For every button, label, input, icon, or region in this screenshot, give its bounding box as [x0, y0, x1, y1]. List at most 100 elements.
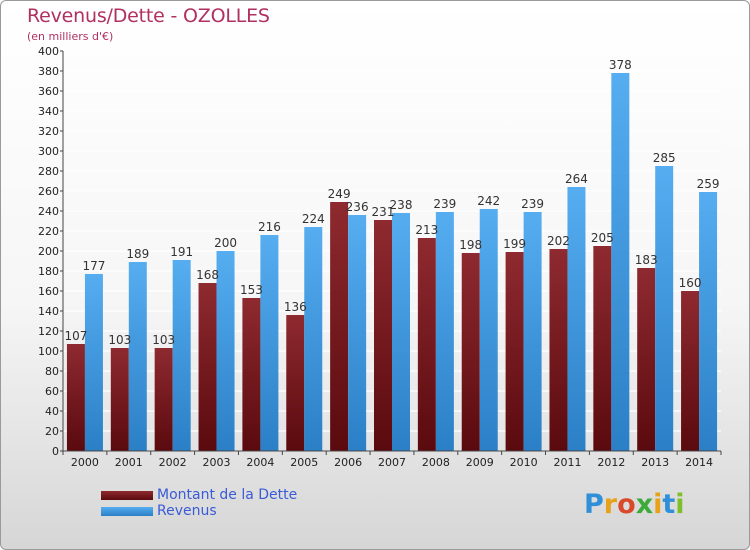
x-tick-label-2009: 2009: [466, 456, 494, 469]
data-label-revenus-2006: 236: [346, 200, 369, 214]
bar-revenus-2009: [479, 209, 498, 451]
bar-revenus-2003: [216, 251, 235, 451]
y-tick-label: 180: [38, 265, 59, 278]
data-label-dette-2000: 107: [64, 329, 87, 343]
bar-dette-2009: [461, 253, 480, 451]
bar-revenus-2002: [172, 260, 191, 451]
y-tick-label: 280: [38, 165, 59, 178]
data-label-revenus-2007: 238: [390, 198, 413, 212]
y-tick-label: 40: [45, 405, 59, 418]
y-tick-label: 80: [45, 365, 59, 378]
data-label-revenus-2000: 177: [82, 259, 105, 273]
y-tick-label: 300: [38, 145, 59, 158]
y-tick-label: 0: [52, 445, 59, 458]
legend-swatch-dette: [101, 490, 153, 500]
data-label-revenus-2012: 378: [609, 58, 632, 72]
logo-letter: t: [662, 489, 676, 520]
bar-dette-2008: [417, 238, 436, 451]
bar-dette-2007: [374, 220, 392, 451]
data-label-revenus-2009: 242: [477, 194, 500, 208]
bar-dette-2014: [681, 291, 700, 451]
bar-revenus-2001: [128, 262, 147, 451]
y-tick-label: 160: [38, 285, 59, 298]
bar-revenus-2006: [348, 215, 367, 451]
bar-dette-2000: [66, 344, 85, 451]
y-tick-label: 400: [38, 45, 59, 58]
x-tick-label-2001: 2001: [115, 456, 143, 469]
y-tick-label: 220: [38, 225, 59, 238]
legend-item-dette: Montant de la Dette: [101, 487, 297, 503]
y-tick-label: 380: [38, 65, 59, 78]
bar-revenus-2014: [699, 192, 718, 451]
bar-revenus-2011: [567, 187, 586, 451]
data-label-dette-2009: 198: [459, 238, 482, 252]
x-tick-label-2011: 2011: [553, 456, 581, 469]
data-label-dette-2001: 103: [108, 333, 131, 347]
data-label-revenus-2003: 200: [214, 236, 237, 250]
chart-title: Revenus/Dette - OZOLLES: [27, 5, 270, 27]
data-label-dette-2006: 249: [328, 187, 351, 201]
logo-letter: i: [675, 489, 685, 520]
data-label-dette-2008: 213: [415, 223, 438, 237]
data-label-dette-2011: 202: [547, 234, 570, 248]
y-tick-label: 200: [38, 245, 59, 258]
bar-revenus-2012: [611, 73, 630, 451]
x-tick-label-2010: 2010: [510, 456, 538, 469]
data-label-revenus-2011: 264: [565, 172, 588, 186]
y-tick-label: 120: [38, 325, 59, 338]
legend-item-revenus: Revenus: [101, 503, 297, 519]
proxiti-logo: Proxiti: [584, 489, 685, 520]
logo-letter: P: [584, 489, 604, 520]
bar-dette-2013: [637, 268, 656, 451]
data-label-dette-2005: 136: [284, 300, 307, 314]
bar-revenus-2007: [392, 213, 410, 451]
x-tick-label-2008: 2008: [422, 456, 450, 469]
data-label-dette-2012: 205: [591, 231, 614, 245]
data-label-revenus-2002: 191: [170, 245, 193, 259]
x-tick-label-2003: 2003: [203, 456, 231, 469]
logo-letter: i: [653, 489, 663, 520]
bar-dette-2002: [154, 348, 173, 451]
x-tick-label-2012: 2012: [597, 456, 625, 469]
bar-dette-2003: [198, 283, 217, 451]
data-label-dette-2010: 199: [503, 237, 526, 251]
y-tick-label: 320: [38, 125, 59, 138]
logo-letter: r: [603, 489, 618, 520]
data-label-revenus-2005: 224: [302, 212, 325, 226]
chart-subtitle: (en milliers d'€): [27, 30, 114, 43]
bar-dette-2005: [286, 315, 305, 451]
x-tick-label-2005: 2005: [290, 456, 318, 469]
bar-dette-2010: [505, 252, 524, 451]
bar-dette-2004: [242, 298, 261, 451]
bar-dette-2001: [110, 348, 129, 451]
data-label-revenus-2008: 239: [433, 197, 456, 211]
y-tick-label: 240: [38, 205, 59, 218]
logo-letter: o: [617, 489, 636, 520]
bar-dette-2012: [593, 246, 612, 451]
bar-revenus-2010: [523, 212, 542, 451]
bar-dette-2011: [549, 249, 568, 451]
data-label-dette-2014: 160: [679, 276, 702, 290]
y-tick-label: 20: [45, 425, 59, 438]
y-tick-label: 360: [38, 85, 59, 98]
logo-letter: x: [635, 489, 654, 520]
data-label-revenus-2010: 239: [521, 197, 544, 211]
legend: Montant de la Dette Revenus: [101, 487, 297, 519]
x-tick-label-2007: 2007: [378, 456, 406, 469]
x-tick-label-2000: 2000: [71, 456, 99, 469]
y-tick-label: 100: [38, 345, 59, 358]
bar-dette-2006: [330, 202, 349, 451]
data-label-revenus-2001: 189: [126, 247, 149, 261]
data-label-dette-2004: 153: [240, 283, 263, 297]
data-label-dette-2007: 231: [372, 205, 395, 219]
y-tick-label: 60: [45, 385, 59, 398]
x-tick-label-2004: 2004: [246, 456, 274, 469]
x-tick-label-2002: 2002: [159, 456, 187, 469]
data-label-dette-2003: 168: [196, 268, 219, 282]
bar-revenus-2004: [260, 235, 279, 451]
bar-revenus-2008: [435, 212, 454, 451]
x-tick-label-2013: 2013: [641, 456, 669, 469]
legend-label-revenus: Revenus: [157, 503, 217, 519]
bar-revenus-2000: [84, 274, 103, 451]
